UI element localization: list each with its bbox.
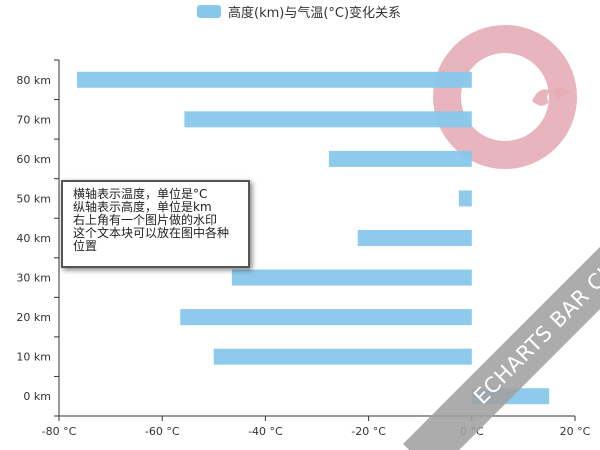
annotation-text-box: 横轴表示温度，单位是°C 纵轴表示高度，单位是km 右上角有一个图片做的水印 这… (61, 180, 250, 268)
y-tick-label: 0 km (23, 390, 51, 403)
y-tick-label: 40 km (16, 232, 51, 245)
x-tick-label: 0 °C (460, 425, 484, 438)
bar[interactable] (357, 230, 472, 246)
bar[interactable] (328, 150, 472, 167)
y-tick-label: 60 km (16, 153, 51, 166)
bar[interactable] (77, 71, 472, 88)
legend[interactable]: 高度(km)与气温(°C)变化关系 (197, 5, 401, 21)
y-tick-label: 20 km (16, 311, 51, 324)
bar[interactable] (184, 111, 472, 128)
bar[interactable] (458, 190, 472, 207)
x-tick-label: -80 °C (42, 425, 77, 438)
bar[interactable] (213, 348, 472, 365)
x-tick-label: -40 °C (248, 425, 283, 438)
legend-swatch[interactable] (197, 5, 221, 18)
y-tick-label: 70 km (16, 113, 51, 126)
y-tick-label: 50 km (16, 192, 51, 205)
x-tick-label: -60 °C (145, 425, 180, 438)
bar[interactable] (471, 388, 550, 405)
y-tick-label: 10 km (16, 351, 51, 364)
y-tick-label: 30 km (16, 272, 51, 285)
x-tick-label: 20 °C (560, 425, 591, 438)
legend-label[interactable]: 高度(km)与气温(°C)变化关系 (228, 5, 401, 21)
watermark-logo-icon (433, 25, 577, 169)
bar[interactable] (180, 309, 472, 326)
x-tick-label: -20 °C (351, 425, 386, 438)
y-tick-label: 80 km (16, 74, 51, 87)
bar[interactable] (231, 269, 472, 286)
